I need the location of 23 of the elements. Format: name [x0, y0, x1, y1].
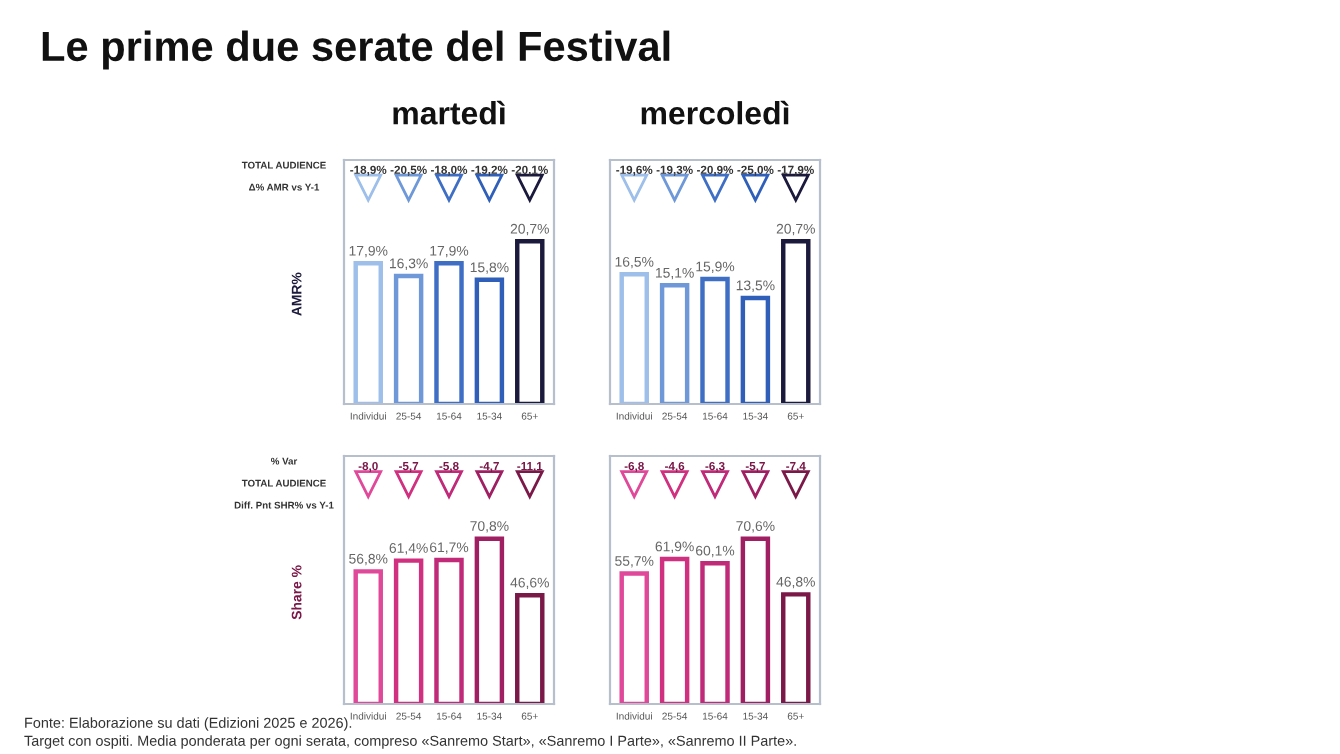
bar — [434, 557, 464, 704]
bar — [659, 283, 690, 404]
bar — [700, 276, 730, 404]
bar — [515, 239, 545, 404]
bar — [700, 561, 730, 704]
bar — [393, 273, 424, 404]
bar — [474, 277, 505, 404]
chart-subtitle: martedì — [393, 100, 505, 125]
bar — [474, 536, 505, 704]
bar — [353, 569, 383, 704]
chart-title: mercoledì — [641, 100, 789, 125]
bar — [393, 558, 424, 704]
bar — [619, 571, 649, 704]
bar — [515, 592, 545, 704]
bar — [740, 295, 771, 404]
bar — [659, 556, 690, 704]
bar — [434, 261, 464, 404]
bar — [353, 261, 383, 404]
bar — [619, 272, 649, 404]
bar — [740, 536, 771, 704]
bar — [781, 239, 811, 404]
bar — [781, 592, 811, 704]
chart-title: Le prime due serate del Festival — [42, 30, 670, 70]
